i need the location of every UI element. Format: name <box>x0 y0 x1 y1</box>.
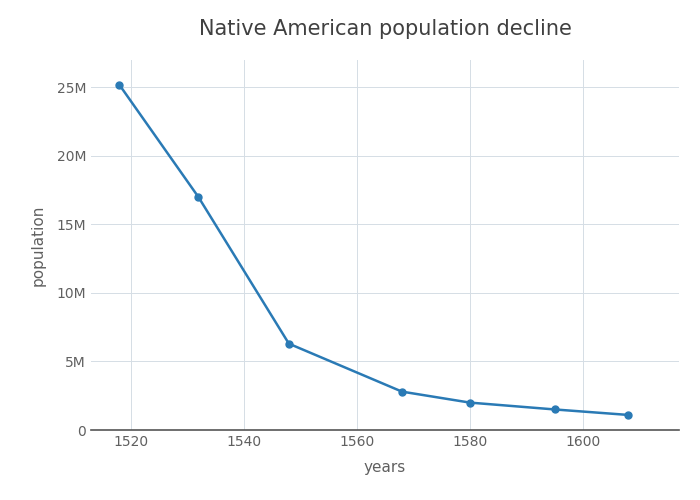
Title: Native American population decline: Native American population decline <box>199 19 571 39</box>
Y-axis label: population: population <box>30 204 46 286</box>
X-axis label: years: years <box>364 460 406 475</box>
